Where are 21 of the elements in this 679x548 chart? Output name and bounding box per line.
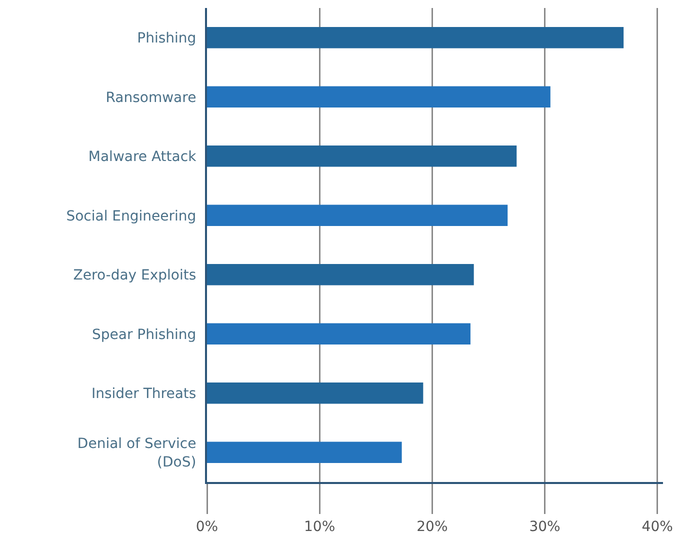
x-tick-label: 40% — [642, 518, 673, 535]
bar — [207, 442, 402, 464]
x-tick-label: 20% — [416, 518, 448, 535]
x-tick-label: 10% — [304, 518, 336, 535]
bar — [207, 204, 508, 226]
y-tick-label: Ransomware — [106, 90, 196, 106]
y-tick-label: Spear Phishing — [92, 326, 196, 343]
y-tick-label: Insider Threats — [91, 386, 196, 402]
y-tick-label: Malware Attack — [88, 149, 198, 166]
bar — [207, 145, 517, 167]
bar — [207, 323, 470, 345]
bar — [207, 86, 550, 108]
y-tick-label: Denial of Service (DoS) — [77, 436, 196, 470]
y-tick-label: Phishing — [137, 30, 196, 47]
bar — [207, 264, 474, 286]
x-tick-label: 30% — [529, 518, 560, 535]
x-tick-label: 0% — [196, 518, 218, 535]
y-tick-label: Zero-day Exploits — [73, 268, 196, 284]
y-tick-label: Social Engineering — [66, 208, 196, 224]
bar — [207, 26, 624, 48]
bar — [207, 382, 424, 404]
